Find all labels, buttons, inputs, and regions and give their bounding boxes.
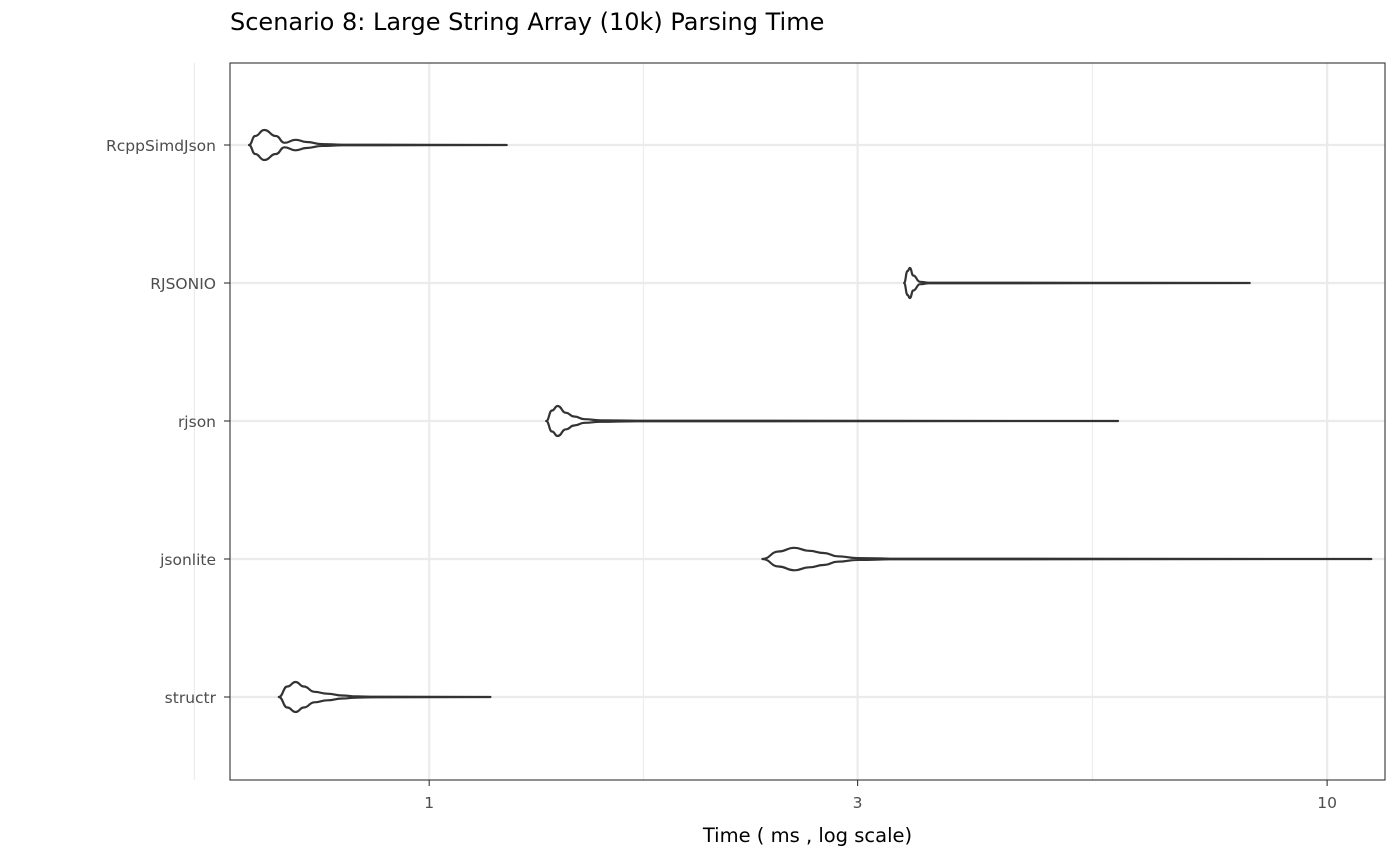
y-tick-label: rjson [178, 413, 216, 431]
x-tick-label: 1 [424, 794, 434, 812]
violin-structr [277, 680, 492, 714]
y-tick-label: jsonlite [159, 551, 216, 569]
violin-rjson [545, 404, 1120, 438]
y-tick-label: RJSONIO [150, 275, 216, 293]
axes: 1 3 10 RcppSimdJson RJSONIO rjson jsonlite stru… [106, 137, 1337, 812]
x-tick-label: 10 [1317, 794, 1337, 812]
violin-rjsonio [903, 266, 1251, 300]
x-tick-label: 3 [853, 794, 863, 812]
x-axis-title: Time ( ms , log scale) [702, 824, 912, 847]
violin-jsonlite [761, 546, 1373, 572]
y-tick-label: structr [165, 689, 217, 707]
violin-rcppsimdjson [247, 128, 508, 162]
y-tick-label: RcppSimdJson [106, 137, 216, 155]
violins [247, 128, 1373, 714]
chart-title: Scenario 8: Large String Array (10k) Par… [230, 8, 825, 36]
